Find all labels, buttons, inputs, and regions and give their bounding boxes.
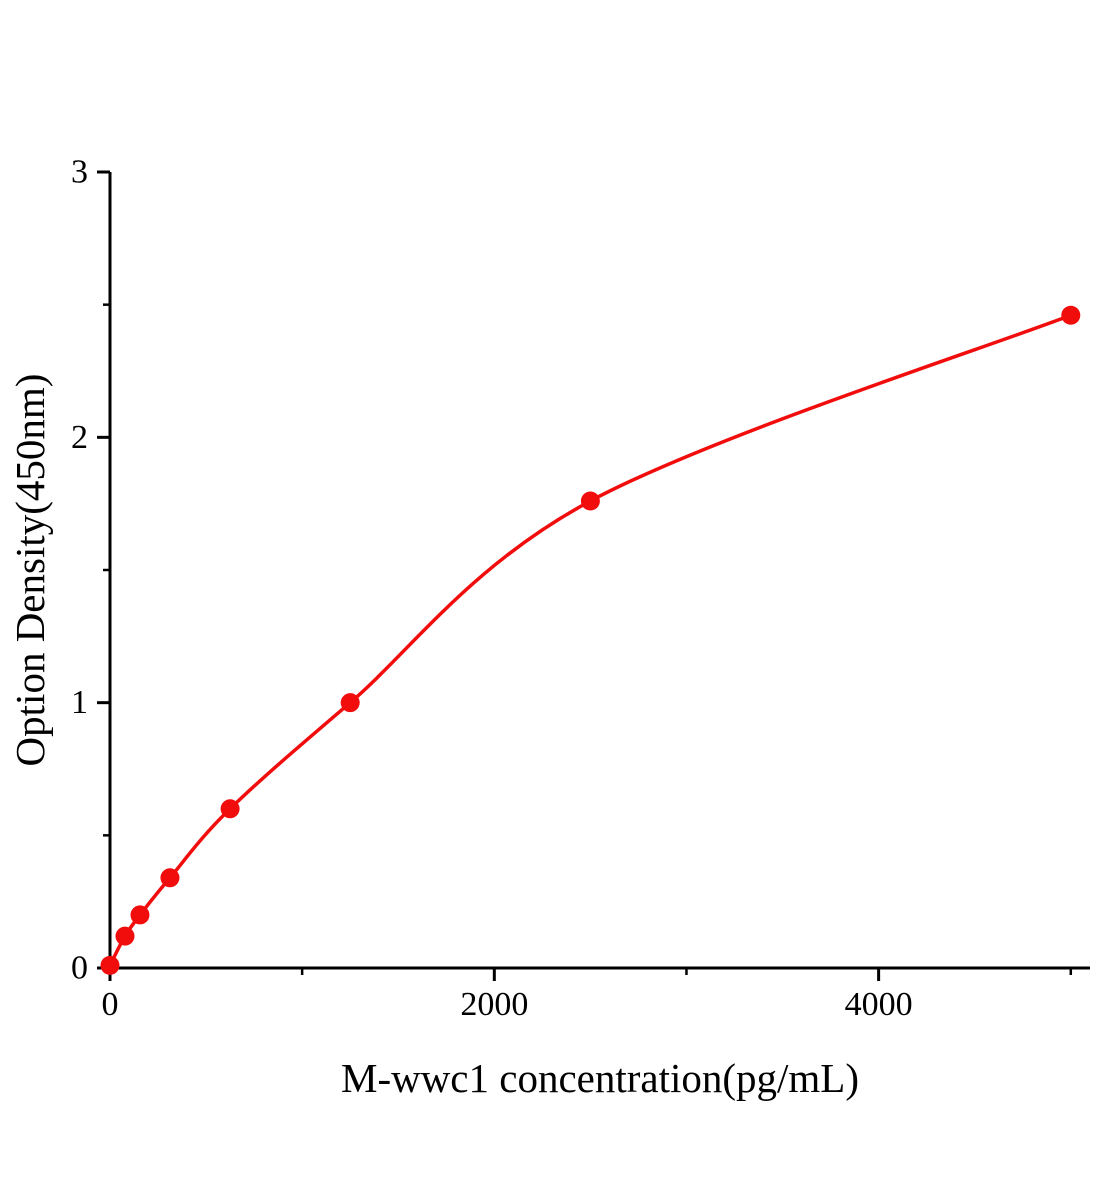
data-point bbox=[100, 955, 120, 975]
fitted-curve bbox=[108, 313, 1073, 968]
x-tick-label: 4000 bbox=[845, 986, 913, 1023]
data-point bbox=[220, 799, 240, 819]
x-tick-label: 0 bbox=[102, 986, 119, 1023]
data-point bbox=[1061, 305, 1081, 325]
plot-area: 0 2000 4000 0 1 2 3 bbox=[71, 154, 1090, 1023]
y-tick-label: 2 bbox=[71, 419, 88, 456]
y-axis-title: Option Density(450nm) bbox=[7, 374, 53, 767]
data-point bbox=[340, 693, 360, 713]
data-point bbox=[160, 868, 180, 888]
x-tick-label: 2000 bbox=[460, 986, 528, 1023]
y-tick-label: 1 bbox=[71, 684, 88, 721]
data-point bbox=[115, 926, 135, 946]
data-point bbox=[130, 905, 150, 925]
x-axis-title: M-wwc1 concentration(pg/mL) bbox=[341, 1055, 859, 1101]
y-tick-label: 0 bbox=[71, 950, 88, 987]
y-tick-label: 3 bbox=[71, 154, 88, 191]
data-point bbox=[580, 491, 600, 511]
